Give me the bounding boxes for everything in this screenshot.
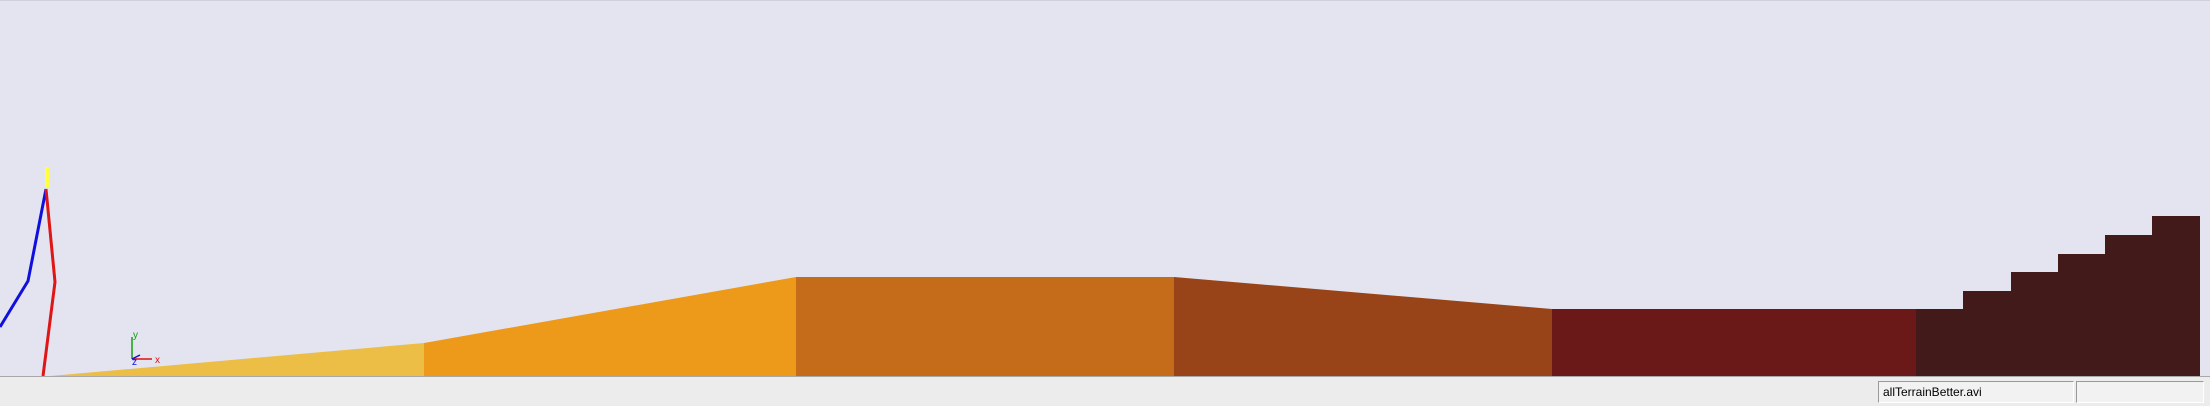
terrain-flat-low: [1552, 309, 1916, 376]
axis-x-label: x: [155, 355, 160, 366]
terrain-plateau: [796, 277, 1174, 376]
status-extra-pane: [2076, 381, 2204, 403]
status-message: [4, 381, 1874, 403]
terrain-stairs: [1916, 216, 2200, 376]
status-bar: allTerrainBetter.avi: [0, 376, 2210, 406]
skeleton-right-leg: [41, 188, 57, 377]
status-filename: allTerrainBetter.avi: [1878, 381, 2074, 403]
terrain-slope-steep: [424, 277, 796, 376]
scene-canvas[interactable]: x y z: [0, 1, 2210, 377]
terrain-slope-shallow: [50, 343, 424, 376]
terrain-slope-down: [1174, 277, 1552, 376]
axis-triad-icon: x y z: [131, 330, 160, 368]
axis-z-label: z: [132, 357, 137, 368]
skeleton-left-leg: [0, 188, 48, 328]
axis-y-label: y: [133, 330, 138, 341]
3d-viewport[interactable]: x y z: [0, 0, 2210, 377]
